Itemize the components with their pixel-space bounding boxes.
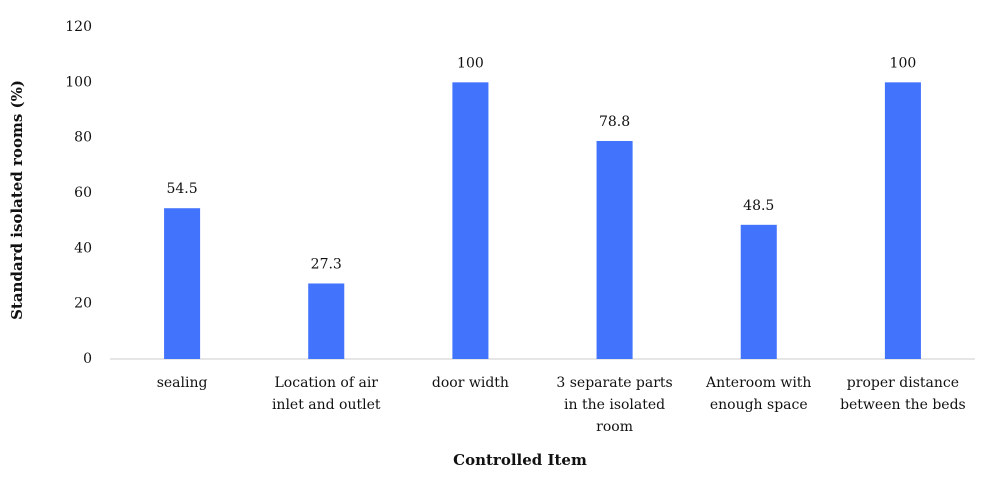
bar: [596, 140, 633, 359]
y-tick-label: 60: [74, 185, 92, 201]
y-tick-label: 0: [83, 351, 92, 367]
y-tick-label: 120: [65, 19, 92, 35]
x-tick-label: Anteroom with enough space: [706, 375, 812, 413]
data-label: 48.5: [743, 198, 774, 214]
x-tick-label: door width: [431, 375, 509, 391]
x-tick-label: 3 separate parts in the isolated room: [556, 375, 673, 435]
bar: [452, 82, 489, 359]
y-tick-label: 20: [74, 296, 92, 312]
data-label: 78.8: [599, 114, 630, 130]
bar: [308, 283, 345, 359]
y-tick-label: 100: [65, 74, 92, 90]
x-tick-label: Location of air inlet and outlet: [271, 375, 381, 413]
bar: [884, 82, 921, 359]
y-tick-label: 40: [74, 240, 92, 256]
data-label: 54.5: [166, 181, 197, 197]
bar: [740, 224, 777, 359]
x-tick-label: proper distance between the beds: [840, 375, 966, 413]
data-label: 100: [890, 55, 917, 71]
data-label: 27.3: [311, 256, 342, 272]
data-label: 100: [457, 55, 484, 71]
x-axis-label: Controlled Item: [453, 451, 587, 469]
y-tick-label: 80: [74, 130, 92, 146]
bar: [164, 208, 201, 359]
x-tick-label: sealing: [156, 375, 208, 391]
y-axis-label: Standard isolated rooms (%): [8, 80, 26, 320]
